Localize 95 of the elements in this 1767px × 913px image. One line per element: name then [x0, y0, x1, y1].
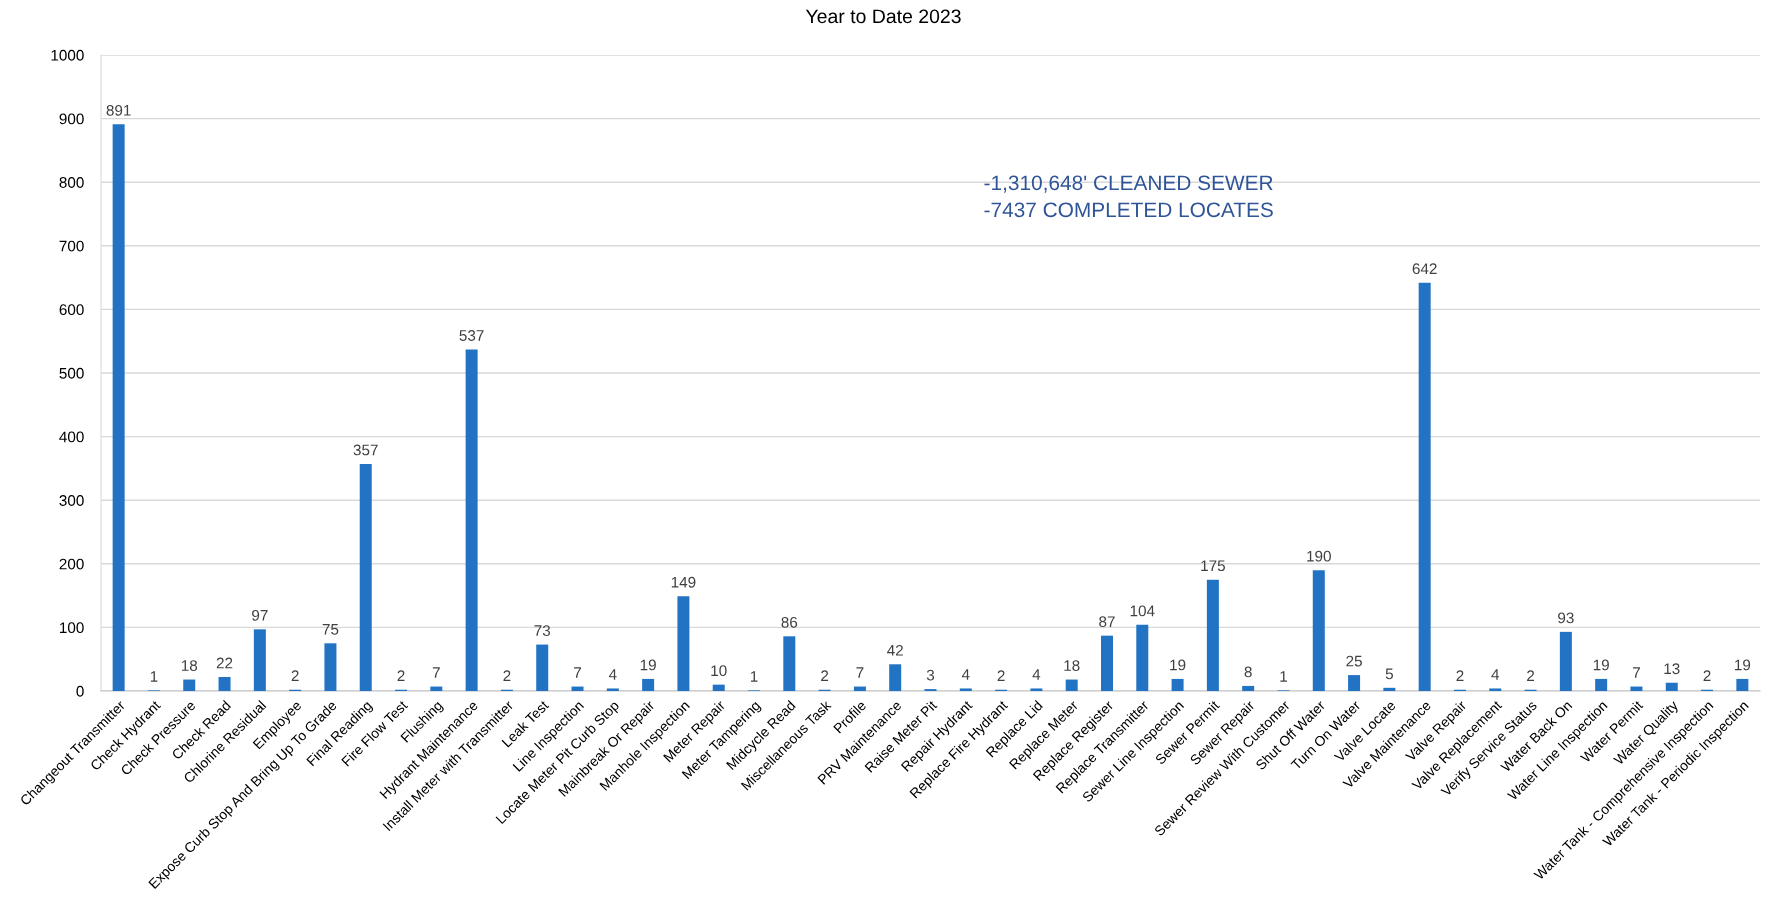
data-label: 97	[252, 609, 268, 621]
data-label: 4	[1032, 669, 1041, 680]
data-label: 537	[459, 330, 484, 341]
data-label: 75	[322, 624, 339, 635]
data-label: 2	[997, 670, 1005, 681]
bar	[1100, 635, 1113, 691]
y-tick-label: 900	[59, 113, 84, 125]
annotation: -1,310,648' CLEANED SEWER -7437 COMPLETED LOCATES	[984, 175, 1273, 218]
data-label: 7	[856, 667, 864, 678]
data-label: 4	[1491, 669, 1500, 680]
bar	[359, 463, 372, 691]
data-label: 93	[1558, 612, 1574, 624]
data-label: 3	[926, 669, 935, 681]
data-label: 642	[1412, 263, 1437, 275]
bar	[853, 686, 866, 691]
data-label: 149	[671, 576, 696, 588]
data-label: 1	[1280, 671, 1287, 682]
bar	[606, 688, 619, 691]
data-label: 19	[1735, 659, 1751, 671]
bar	[677, 596, 690, 691]
data-label: 1	[750, 671, 758, 682]
chart-title: Year to Date 2023	[805, 9, 961, 24]
bar	[1418, 282, 1431, 691]
data-label: 2	[1527, 670, 1535, 681]
data-label: 87	[1099, 616, 1115, 628]
data-label: 104	[1130, 605, 1155, 617]
data-label: 73	[534, 625, 551, 636]
y-tick-label: 1000	[51, 49, 84, 61]
bar	[430, 686, 443, 691]
y-tick-label: 300	[59, 495, 84, 506]
data-label: 18	[181, 660, 198, 671]
bar	[1489, 688, 1502, 691]
y-tick-label: 400	[59, 431, 84, 443]
bar	[1242, 685, 1255, 691]
data-label: 357	[353, 444, 378, 456]
bar	[1665, 682, 1678, 691]
y-tick-label: 0	[76, 685, 84, 697]
bar	[1312, 570, 1325, 691]
data-label: 22	[216, 657, 233, 669]
data-label: 7	[1632, 667, 1640, 678]
data-label: 2	[291, 670, 299, 681]
bar	[1559, 631, 1572, 691]
y-tick-label: 100	[60, 622, 84, 634]
data-label: 10	[711, 665, 727, 677]
data-label: 891	[106, 104, 131, 116]
bar	[253, 629, 266, 691]
data-label: 7	[432, 667, 440, 678]
data-label: 18	[1064, 660, 1080, 671]
y-tick-label: 800	[59, 177, 84, 188]
y-tick-label: 600	[59, 304, 84, 316]
data-label: 4	[608, 669, 617, 680]
bar	[571, 686, 584, 691]
data-label: 2	[821, 670, 829, 681]
bar	[324, 643, 337, 691]
data-label: 42	[887, 644, 903, 656]
y-tick-label: 200	[59, 558, 84, 570]
bar	[1065, 679, 1078, 691]
data-label: 2	[1703, 670, 1711, 681]
data-label: 5	[1385, 668, 1393, 680]
y-tick-label: 700	[59, 240, 84, 252]
bar	[1348, 675, 1361, 691]
bar	[959, 688, 972, 691]
bar	[465, 349, 478, 691]
bar	[218, 677, 231, 691]
data-label: 86	[781, 616, 798, 628]
data-label: 2	[397, 670, 405, 681]
bar	[1736, 678, 1749, 691]
data-label: 175	[1201, 560, 1225, 572]
data-label: 8	[1244, 666, 1252, 678]
data-label: 2	[1456, 670, 1464, 681]
data-label: 19	[640, 659, 656, 671]
bar	[536, 644, 549, 691]
bar	[1171, 678, 1184, 691]
data-label: 19	[1593, 659, 1609, 671]
bar	[1383, 687, 1396, 691]
bar	[889, 664, 902, 691]
data-label: 7	[574, 667, 581, 678]
bar	[642, 678, 655, 691]
data-label: 2	[503, 670, 511, 681]
bar	[183, 679, 196, 691]
bar	[1206, 579, 1219, 691]
bar	[712, 684, 725, 691]
data-label: 190	[1307, 550, 1331, 562]
data-label: 25	[1346, 655, 1362, 667]
y-tick-label: 500	[59, 367, 84, 379]
data-label: 13	[1664, 663, 1680, 675]
data-label: 1	[150, 671, 158, 682]
bar	[783, 636, 796, 691]
data-label: 19	[1170, 659, 1186, 671]
bar	[1136, 624, 1149, 691]
bar	[1030, 688, 1043, 691]
bar	[1630, 686, 1643, 691]
data-label: 4	[961, 669, 970, 680]
bar	[112, 124, 125, 691]
bar	[1595, 678, 1608, 691]
